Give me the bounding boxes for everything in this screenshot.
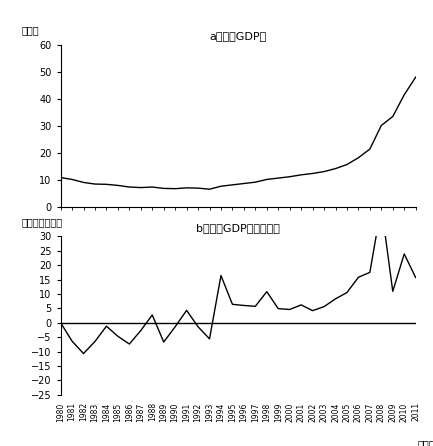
Text: （％）: （％） [22,25,39,35]
Title: a）米中GDP比: a）米中GDP比 [210,31,267,41]
Text: （年）: （年） [417,439,433,446]
Title: b）米中GDP比の伸び率: b）米中GDP比の伸び率 [196,223,280,233]
Text: （前年比、％）: （前年比、％） [22,217,63,227]
